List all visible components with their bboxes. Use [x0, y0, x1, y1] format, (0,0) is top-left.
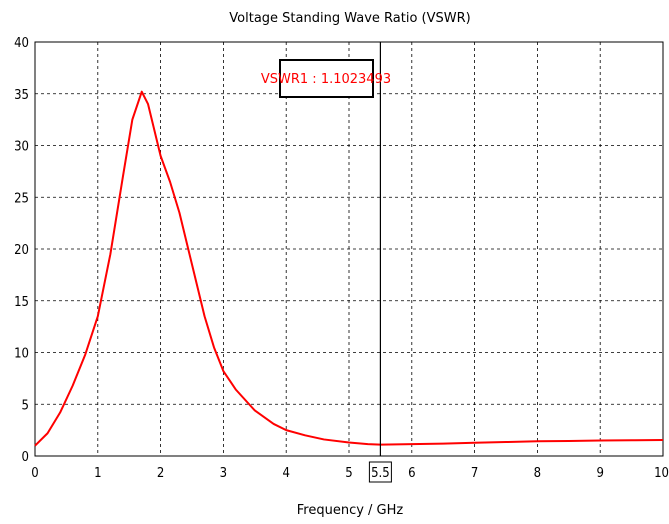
x-tick-label: 9	[596, 466, 603, 481]
y-tick-label: 35	[14, 88, 29, 103]
y-tick-label: 5	[22, 398, 29, 413]
y-tick-labels: 0 5 10 15 20 25 30 35 40	[14, 36, 29, 465]
marker-readout-label: VSWR1 : 1.1023493	[261, 72, 391, 87]
marker-readout-box	[279, 59, 374, 98]
marker-x-label-text: 5.5	[371, 466, 390, 481]
x-tick-label: 8	[534, 466, 541, 481]
x-tick-label: 10	[654, 466, 669, 481]
plot-area-frame	[34, 41, 664, 457]
y-tick-label: 40	[14, 36, 29, 51]
x-tick-label: 7	[471, 466, 478, 481]
marker-readout[interactable]: VSWR1 : 1.1023493	[261, 59, 391, 98]
x-tick-label: 2	[157, 466, 164, 481]
x-tick-label: 3	[220, 466, 227, 481]
x-tick-label: 5	[345, 466, 352, 481]
x-tick-label: 4	[282, 466, 289, 481]
y-tick-label: 0	[22, 450, 29, 465]
x-tick-labels: 0 1 2 3 4 5 6 7 8 9 10	[31, 466, 669, 481]
y-tick-label: 25	[14, 191, 29, 206]
x-tick-label: 6	[408, 466, 415, 481]
grid-lines	[35, 42, 663, 456]
y-tick-label: 15	[14, 295, 29, 310]
y-tick-label: 10	[14, 347, 29, 362]
x-tick-label: 1	[94, 466, 101, 481]
marker-x-label-box	[368, 461, 392, 483]
x-tick-label: 0	[31, 466, 38, 481]
vswr-curve	[34, 90, 664, 447]
x-axis-title: Frequency / GHz	[297, 503, 404, 518]
marker-x-label: 5.5	[368, 461, 392, 483]
chart-title: Voltage Standing Wave Ratio (VSWR)	[229, 11, 470, 26]
y-tick-label: 30	[14, 140, 29, 155]
y-tick-label: 20	[14, 243, 29, 258]
